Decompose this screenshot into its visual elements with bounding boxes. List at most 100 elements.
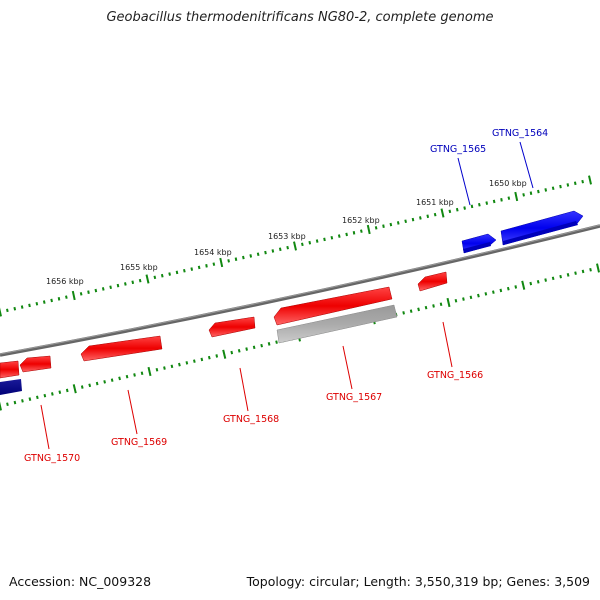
outer-scale-minor-tick — [470, 204, 474, 209]
outer-scale-minor-tick — [131, 280, 135, 285]
inner-scale-minor-tick — [469, 295, 473, 300]
outer-scale-minor-tick — [101, 287, 105, 291]
inner-scale-minor-tick — [432, 304, 435, 308]
inner-scale-minor-tick — [21, 399, 24, 403]
outer-scale-minor-tick — [389, 222, 393, 227]
inner-scale-minor-tick — [402, 311, 405, 315]
outer-scale-minor-tick — [286, 245, 289, 250]
gene-GTNG_1568[interactable] — [208, 316, 256, 338]
inner-scale-minor-tick — [589, 267, 592, 272]
outer-scale-minor-tick — [190, 267, 194, 271]
outer-scale-minor-tick — [28, 303, 31, 308]
gene-label-GTNG_1564[interactable]: GTNG_1564 — [492, 128, 548, 139]
outer-scale-minor-tick — [315, 239, 319, 243]
outer-scale-minor-tick — [485, 201, 489, 205]
outer-scale-minor-tick — [42, 300, 46, 304]
leader-line-GTNG_1568 — [239, 367, 249, 412]
inner-scale-minor-tick — [215, 354, 219, 358]
inner-scale-minor-tick — [178, 362, 181, 367]
outer-scale-minor-tick — [249, 254, 253, 258]
gene-GTNG_1564[interactable] — [500, 210, 584, 246]
outer-scale-major-tick — [219, 257, 224, 268]
outer-scale-minor-tick — [116, 283, 120, 288]
outer-scale-minor-tick — [448, 209, 452, 214]
scale-label-1655: 1655 kbp — [120, 263, 158, 272]
inner-scale-minor-tick — [13, 400, 17, 405]
outer-scale-minor-tick — [138, 278, 142, 283]
gene-GTNG_1570[interactable] — [19, 355, 52, 373]
outer-scale-minor-tick — [433, 212, 437, 217]
outer-scale-major-tick — [588, 175, 592, 185]
inner-scale-minor-tick — [65, 388, 69, 393]
gene-GTNG_1566[interactable] — [417, 271, 448, 292]
inner-scale-minor-tick — [275, 340, 278, 344]
inner-scale-minor-tick — [492, 290, 495, 294]
outer-scale-minor-tick — [382, 224, 385, 228]
outer-scale-minor-tick — [463, 206, 466, 210]
inner-scale-minor-tick — [125, 374, 129, 379]
inner-scale-major-tick — [596, 263, 600, 273]
outer-scale-minor-tick — [6, 308, 9, 313]
outer-scale-minor-tick — [419, 216, 422, 220]
outer-scale-major-tick — [71, 290, 76, 301]
gene-GTNG_1565[interactable] — [461, 233, 497, 254]
gene-GTNG_1567[interactable] — [273, 286, 393, 326]
inner-scale-minor-tick — [536, 279, 540, 284]
inner-scale-minor-tick — [51, 392, 54, 396]
inner-scale-minor-tick — [417, 307, 420, 312]
scale-label-1654: 1654 kbp — [194, 248, 232, 257]
gene-GTNG_1569[interactable] — [80, 335, 163, 362]
outer-tick-track — [0, 175, 592, 317]
gene-label-GTNG_1568[interactable]: GTNG_1568 — [223, 414, 279, 425]
inner-scale-major-tick — [222, 349, 227, 359]
outer-scale-minor-tick — [352, 231, 356, 235]
outer-scale-minor-tick — [153, 275, 157, 280]
genome-backbone — [0, 224, 600, 357]
outer-scale-major-tick — [366, 224, 371, 235]
outer-scale-minor-tick — [50, 298, 53, 303]
gene-label-GTNG_1569[interactable]: GTNG_1569 — [111, 437, 167, 448]
inner-scale-minor-tick — [103, 380, 106, 384]
inner-scale-minor-tick — [409, 309, 413, 313]
inner-scale-minor-tick — [36, 395, 39, 400]
scale-label-1651: 1651 kbp — [416, 198, 454, 207]
gene-label-GTNG_1566[interactable]: GTNG_1566 — [427, 370, 483, 381]
outer-scale-major-tick — [0, 307, 2, 317]
inner-scale-minor-tick — [163, 366, 166, 370]
gene-partial-left-minus[interactable] — [0, 360, 20, 379]
inner-scale-major-tick — [446, 297, 451, 308]
inner-scale-minor-tick — [252, 345, 256, 350]
outer-scale-minor-tick — [529, 191, 533, 195]
outer-scale-minor-tick — [94, 288, 98, 293]
gene-label-GTNG_1565[interactable]: GTNG_1565 — [430, 144, 486, 155]
inner-scale-minor-tick — [193, 359, 196, 363]
inner-scale-minor-tick — [230, 350, 234, 355]
inner-scale-minor-tick — [544, 278, 547, 282]
outer-scale-minor-tick — [500, 198, 503, 202]
outer-scale-minor-tick — [301, 242, 304, 247]
inner-scale-minor-tick — [267, 342, 271, 346]
gene-GTNG_1567-pseudo[interactable] — [276, 304, 398, 344]
outer-scale-minor-tick — [337, 234, 341, 238]
outer-scale-minor-tick — [212, 262, 216, 266]
inner-scale-minor-tick — [477, 293, 480, 298]
scale-label-1652: 1652 kbp — [342, 216, 380, 225]
outer-scale-minor-tick — [455, 207, 459, 212]
scale-label-1656: 1656 kbp — [46, 277, 84, 286]
inner-scale-minor-tick — [95, 381, 99, 386]
scale-label-1650: 1650 kbp — [489, 179, 527, 188]
gene-label-GTNG_1570[interactable]: GTNG_1570 — [24, 453, 80, 464]
outer-scale-major-tick — [293, 241, 297, 251]
outer-scale-minor-tick — [426, 214, 430, 219]
outer-scale-minor-tick — [256, 252, 260, 257]
gene-label-GTNG_1567[interactable]: GTNG_1567 — [326, 392, 382, 403]
inner-scale-minor-tick — [133, 373, 136, 377]
outer-scale-minor-tick — [345, 232, 348, 237]
outer-scale-minor-tick — [492, 199, 496, 204]
genome-backbone-highlight — [0, 224, 600, 355]
gene-partial-left-plus[interactable] — [0, 379, 22, 395]
inner-scale-minor-tick — [140, 371, 144, 376]
outer-scale-minor-tick — [183, 268, 186, 273]
inner-scale-minor-tick — [207, 355, 211, 360]
